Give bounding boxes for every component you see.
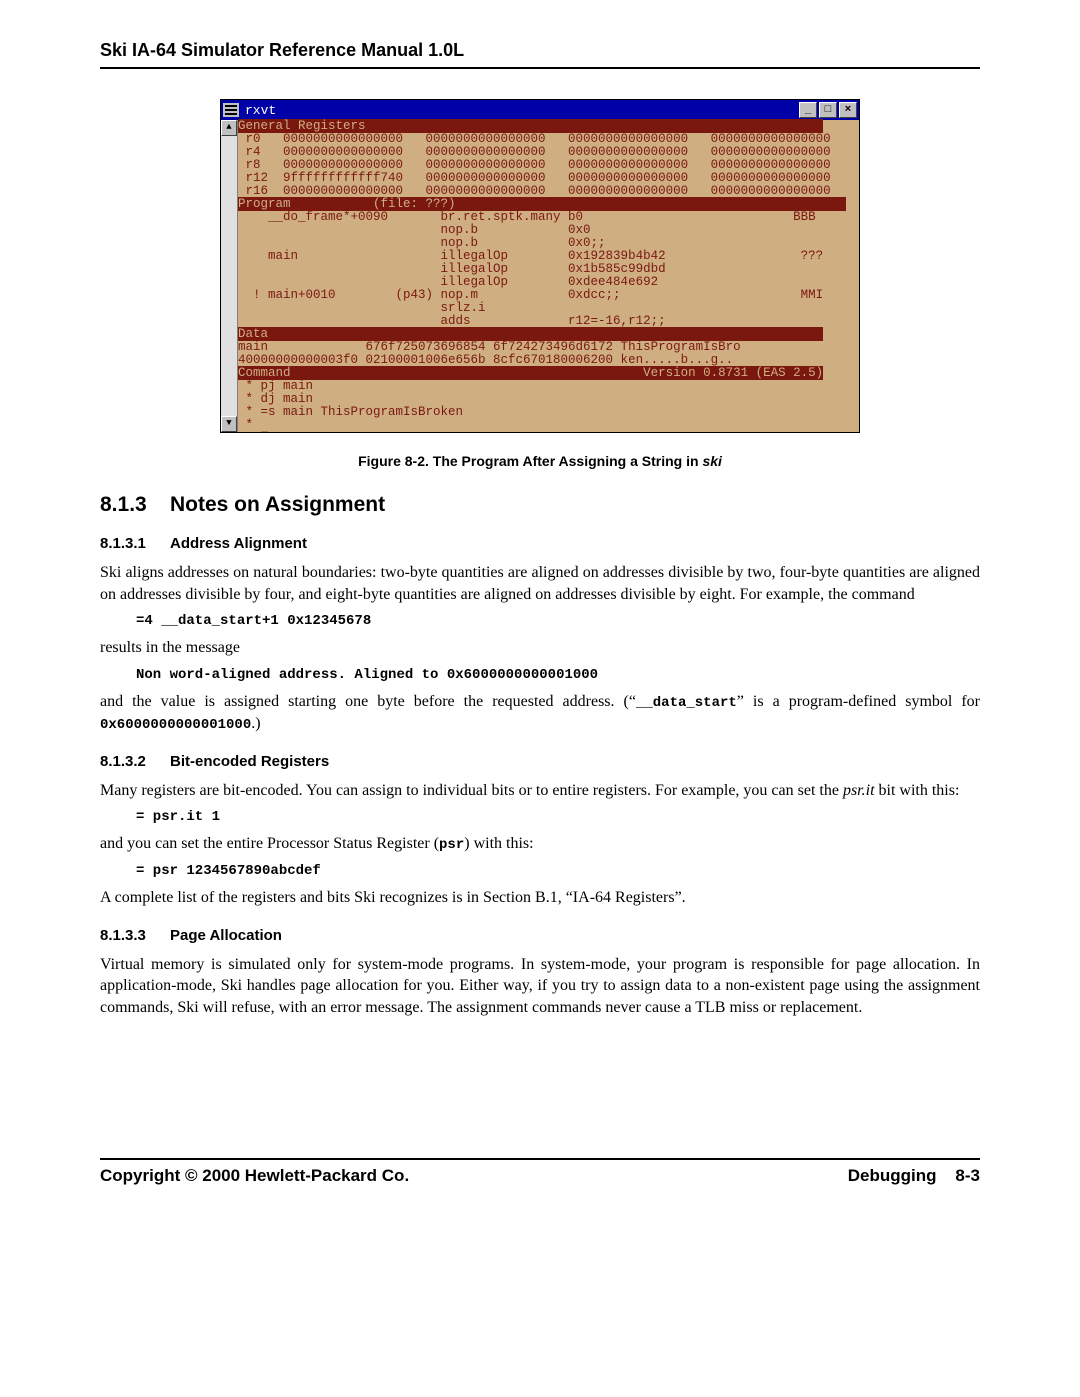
data-row: 40000000000003f0 02100001006e656b 8cfc67… bbox=[238, 353, 733, 367]
cmd-row: * pj main bbox=[238, 379, 313, 393]
paragraph: Ski aligns addresses on natural boundari… bbox=[100, 562, 980, 605]
footer-page-info: Debugging 8-3 bbox=[848, 1166, 980, 1186]
paragraph: and you can set the entire Processor Sta… bbox=[100, 833, 980, 855]
paragraph: Virtual memory is simulated only for sys… bbox=[100, 954, 980, 1019]
heading-address-alignment: 8.1.3.1Address Alignment bbox=[100, 535, 980, 552]
scroll-track[interactable] bbox=[221, 136, 237, 416]
cursor-icon: █ bbox=[261, 418, 269, 432]
reg-row: r12 9ffffffffffff740 0000000000000000 00… bbox=[238, 171, 831, 185]
cmd-row: * █ bbox=[238, 418, 268, 432]
paragraph: A complete list of the registers and bit… bbox=[100, 887, 980, 909]
prog-row: adds r12=-16,r12;; bbox=[238, 314, 666, 328]
code-example: =4 __data_start+1 0x12345678 bbox=[136, 613, 980, 629]
prog-row: srlz.i bbox=[238, 301, 486, 315]
window-titlebar: rxvt _ □ × bbox=[221, 100, 859, 120]
close-button[interactable]: × bbox=[839, 102, 857, 118]
cmd-row: * =s main ThisProgramIsBroken bbox=[238, 405, 463, 419]
prog-row: nop.b 0x0;; bbox=[238, 236, 606, 250]
reg-row: r0 0000000000000000 0000000000000000 000… bbox=[238, 132, 831, 146]
reg-row: r4 0000000000000000 0000000000000000 000… bbox=[238, 145, 831, 159]
scroll-down-icon[interactable]: ▼ bbox=[221, 416, 237, 432]
figure-screenshot: rxvt _ □ × ▲ ▼ General Registers bbox=[220, 99, 860, 433]
heading-page-allocation: 8.1.3.3Page Allocation bbox=[100, 927, 980, 944]
section-bar-data: Data bbox=[238, 327, 823, 341]
cmd-row: * dj main bbox=[238, 392, 313, 406]
paragraph: and the value is assigned starting one b… bbox=[100, 691, 980, 735]
window-menu-icon[interactable] bbox=[223, 103, 239, 117]
scroll-up-icon[interactable]: ▲ bbox=[221, 120, 237, 136]
copyright: Copyright © 2000 Hewlett-Packard Co. bbox=[100, 1166, 848, 1186]
prog-row: illegalOp 0x1b585c99dbd bbox=[238, 262, 666, 276]
figure-caption: Figure 8-2. The Program After Assigning … bbox=[100, 453, 980, 469]
prog-row: illegalOp 0xdee484e692 bbox=[238, 275, 658, 289]
section-bar-program: Program (file: ???) bbox=[238, 197, 846, 211]
heading-bit-encoded-registers: 8.1.3.2Bit-encoded Registers bbox=[100, 753, 980, 770]
terminal-content: General Registers r0 0000000000000000 00… bbox=[238, 120, 859, 432]
code-output: Non word-aligned address. Aligned to 0x6… bbox=[136, 667, 980, 683]
prog-row: __do_frame*+0090 br.ret.sptk.many b0 BBB bbox=[238, 210, 816, 224]
prog-row: ! main+0010 (p43) nop.m 0xdcc;; MMI bbox=[238, 288, 823, 302]
page-header: Ski IA-64 Simulator Reference Manual 1.0… bbox=[100, 40, 980, 69]
reg-row: r16 0000000000000000 0000000000000000 00… bbox=[238, 184, 831, 198]
scrollbar[interactable]: ▲ ▼ bbox=[221, 120, 238, 432]
reg-row: r8 0000000000000000 0000000000000000 000… bbox=[238, 158, 831, 172]
data-row: main 676f725073696854 6f724273496d6172 T… bbox=[238, 340, 741, 354]
paragraph: Many registers are bit-encoded. You can … bbox=[100, 780, 980, 802]
section-bar-registers: General Registers bbox=[238, 119, 823, 133]
prog-row: main illegalOp 0x192839b4b42 ??? bbox=[238, 249, 823, 263]
maximize-button[interactable]: □ bbox=[819, 102, 837, 118]
window-title: rxvt bbox=[245, 104, 799, 117]
heading-notes-on-assignment: 8.1.3Notes on Assignment bbox=[100, 493, 980, 517]
code-example: = psr.it 1 bbox=[136, 809, 980, 825]
code-example: = psr 1234567890abcdef bbox=[136, 863, 980, 879]
prog-row: nop.b 0x0 bbox=[238, 223, 591, 237]
minimize-button[interactable]: _ bbox=[799, 102, 817, 118]
page-footer: Copyright © 2000 Hewlett-Packard Co. Deb… bbox=[100, 1158, 980, 1186]
paragraph: results in the message bbox=[100, 637, 980, 659]
section-bar-command: Command Version 0.8731 (EAS 2.5) bbox=[238, 366, 823, 380]
